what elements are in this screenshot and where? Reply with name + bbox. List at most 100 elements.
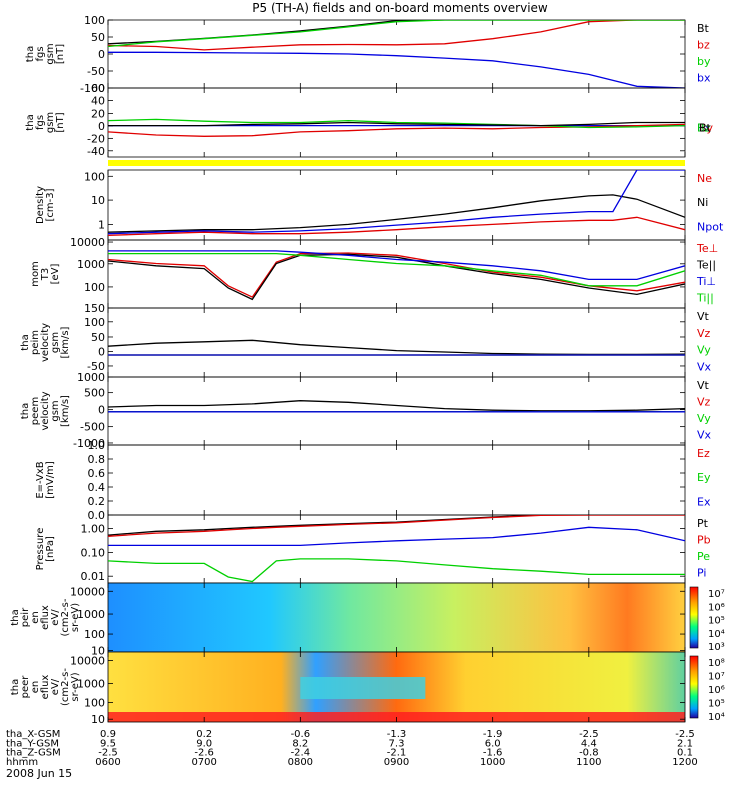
colorbar-label: 10⁴ [708, 629, 725, 640]
y-axis-label-line: Density [35, 186, 46, 224]
y-tick-label: 10 [91, 713, 105, 726]
colorbar-label: 10⁵ [708, 616, 725, 627]
colorbar-label: 10⁶ [708, 602, 725, 613]
ephemeris-value: 2.1 [677, 738, 693, 749]
y-axis-label-line: eV/ [50, 609, 61, 626]
colorbar-label: 10³ [708, 642, 725, 653]
y-axis-label-line: (cm2-s- [60, 598, 71, 636]
panel-fgs: 100 50 0 -50 -100 thafgsgsm[nT] Bt bz by bx [25, 14, 711, 95]
series-group [108, 400, 685, 413]
y-tick-label: 0.8 [88, 453, 106, 466]
ephemeris-value: 7.3 [389, 738, 405, 749]
y-tick-label: 1000 [77, 678, 105, 691]
y-axis-label-line: tha [20, 403, 31, 419]
series-line-bx [108, 51, 685, 88]
y-axis-label: thapeirenefluxeV/(cm2-s-sr-eV) [10, 598, 81, 636]
series-line-Pi [108, 526, 685, 547]
series-line-Bt [108, 121, 685, 127]
y-tick-label: 10 [91, 194, 105, 207]
ephemeris-value: -0.6 [291, 729, 311, 740]
legend-entry: Vy [697, 412, 711, 425]
y-tick-label: 0 [98, 120, 105, 133]
y-axis-label-line: sr-eV) [70, 603, 81, 632]
y-axis-label-line: peer [20, 675, 31, 699]
ephemeris-value: 0600 [95, 757, 120, 768]
y-axis-label-line: tha [20, 334, 31, 350]
colorbar-label: 10⁸ [708, 658, 725, 669]
y-tick-label: 100 [84, 281, 105, 294]
y-axis-label-line: en [30, 681, 41, 694]
legend-entry: Bt [697, 22, 710, 35]
legend-entry: Pb [697, 533, 711, 546]
ephemeris-value: -2.1 [387, 748, 407, 759]
y-tick-label: 0 [98, 48, 105, 61]
y-tick-label: 100 [84, 696, 105, 709]
figure-title: P5 (TH-A) fields and on-board moments ov… [252, 1, 548, 15]
y-axis-label-line: tha [25, 46, 36, 62]
panel-density: 100 10 1 Density[cm-3] Ne Ni Npot [35, 169, 724, 241]
y-tick-label: -50 [87, 360, 105, 373]
y-tick-label: 150 [84, 302, 105, 315]
legend-entry: Te|| [696, 258, 716, 271]
legend-entry: Ez [697, 447, 710, 460]
y-axis-label-line: peim [30, 330, 41, 355]
y-tick-label: 1.00 [81, 523, 106, 536]
series-line-Pe [108, 558, 685, 583]
legend-entry: Npot [697, 220, 724, 233]
y-axis-label-line: E=-VxB [35, 461, 46, 498]
series-line-Bz [108, 118, 685, 129]
ephemeris-value: -2.5 [98, 748, 118, 759]
y-tick-label: 100 [84, 14, 105, 27]
spectrogram-band [300, 677, 426, 699]
legend-entry: Pe [697, 550, 710, 563]
panel-frame [107, 514, 686, 584]
colorbar-bar [689, 655, 699, 719]
ephemeris-table: tha_X-GSMtha_Y-GSMtha_Z-GSMhhmm0.99.5-2.… [6, 729, 698, 768]
panel-peir: 10⁷ 10⁶ 10⁵ 10⁴ 10³ 10000 1000 100 10 thapeirenef… [10, 582, 725, 658]
y-tick-label: 0 [98, 404, 105, 417]
y-axis-label-line: T3 [40, 268, 51, 281]
legend-entry: Ey [697, 471, 711, 484]
y-axis-label-line: peir [20, 607, 31, 627]
ephemeris-value: 8.2 [292, 738, 308, 749]
series-group [108, 515, 685, 583]
ephemeris-value: 0.9 [100, 729, 116, 740]
y-axis-label: thapeimvelocitygsm[km/s] [20, 323, 71, 362]
y-axis-label-line: [nT] [55, 44, 66, 64]
spectrogram-image [108, 583, 685, 652]
panel-frame [107, 444, 686, 516]
y-axis-label-line: tha [25, 114, 36, 130]
panel-pressure: 1.00 0.10 0.01 Pressure[nPa] Pt Pb Pe Pi [35, 514, 711, 584]
y-axis-label: momT3[eV] [30, 261, 61, 287]
y-tick-label: 60 [91, 82, 105, 95]
y-tick-label: 0.10 [81, 546, 106, 559]
ephemeris-value: 0700 [191, 757, 216, 768]
ephemeris-value: 9.5 [100, 738, 116, 749]
y-axis-label: thafgsgsm[nT] [25, 112, 66, 133]
legend-entry: Bx [697, 121, 712, 134]
y-axis-label-line: [cm-3] [45, 188, 56, 221]
y-tick-label: -40 [87, 145, 105, 158]
colorbar-bar [689, 586, 699, 649]
ephemeris-value: 0.2 [196, 729, 212, 740]
legend-entry: Te⊥ [696, 242, 718, 255]
y-axis-label-line: (cm2-s- [60, 668, 71, 706]
availability-bar [108, 160, 685, 166]
y-tick-label: 10000 [70, 585, 105, 598]
legend-entry: Pt [697, 517, 709, 530]
y-axis-label-line: eflux [40, 605, 51, 630]
ephemeris-value: 1000 [480, 757, 505, 768]
legend-entry: Ni [697, 196, 708, 209]
series-line-by [108, 20, 685, 48]
y-tick-label: 0.0 [88, 509, 106, 522]
y-axis-label: E=-VxB[mV/m] [35, 461, 56, 499]
panel-temperature: 10000 1000 100 momT3[eV] Te⊥ Te|| Ti⊥ Ti|| [30, 236, 718, 309]
ephemeris-value: 0800 [288, 757, 313, 768]
series-group [108, 20, 685, 88]
panel-frame [107, 239, 686, 309]
y-tick-label: 0.2 [88, 495, 106, 508]
y-axis-label: thafgsgsm[nT] [25, 43, 66, 64]
y-axis-label: Density[cm-3] [35, 186, 56, 224]
y-tick-label: -500 [80, 421, 105, 434]
